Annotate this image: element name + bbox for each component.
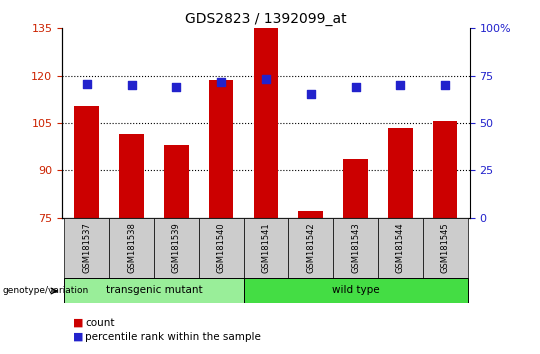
Point	[306, 91, 315, 97]
Bar	[244, 278, 468, 303]
Text: genotype/variation: genotype/variation	[3, 286, 89, 296]
Point	[172, 84, 181, 90]
Point	[83, 81, 91, 87]
Bar	[119, 134, 144, 218]
Text: GSM181539: GSM181539	[172, 222, 181, 273]
Bar	[423, 218, 468, 278]
Text: GSM181538: GSM181538	[127, 222, 136, 273]
Bar	[433, 121, 457, 218]
Bar	[109, 218, 154, 278]
Text: GSM181545: GSM181545	[441, 222, 450, 273]
Bar	[288, 218, 333, 278]
Text: GSM181540: GSM181540	[217, 222, 226, 273]
Bar	[209, 80, 233, 218]
Bar	[254, 27, 278, 218]
Bar	[343, 159, 368, 218]
Point	[396, 82, 404, 88]
Bar	[299, 211, 323, 218]
Bar	[154, 218, 199, 278]
Point	[441, 82, 449, 88]
Bar	[64, 278, 244, 303]
Bar	[378, 218, 423, 278]
Text: wild type: wild type	[332, 285, 380, 295]
Bar	[164, 145, 188, 218]
Text: GSM181542: GSM181542	[306, 222, 315, 273]
Point	[261, 76, 270, 82]
Bar	[64, 218, 109, 278]
Bar	[333, 218, 378, 278]
Text: percentile rank within the sample: percentile rank within the sample	[85, 332, 261, 342]
Text: ■: ■	[73, 318, 83, 328]
Point	[127, 82, 136, 88]
Text: transgenic mutant: transgenic mutant	[106, 285, 202, 295]
Title: GDS2823 / 1392099_at: GDS2823 / 1392099_at	[185, 12, 347, 26]
Bar	[388, 128, 413, 218]
Point	[217, 79, 226, 85]
Text: GSM181544: GSM181544	[396, 222, 405, 273]
Text: count: count	[85, 318, 115, 328]
Bar	[244, 218, 288, 278]
Point	[351, 84, 360, 90]
Text: ■: ■	[73, 332, 83, 342]
Text: GSM181541: GSM181541	[261, 222, 271, 273]
Bar	[199, 218, 244, 278]
Text: GSM181537: GSM181537	[82, 222, 91, 273]
Bar	[75, 105, 99, 218]
Text: GSM181543: GSM181543	[351, 222, 360, 273]
